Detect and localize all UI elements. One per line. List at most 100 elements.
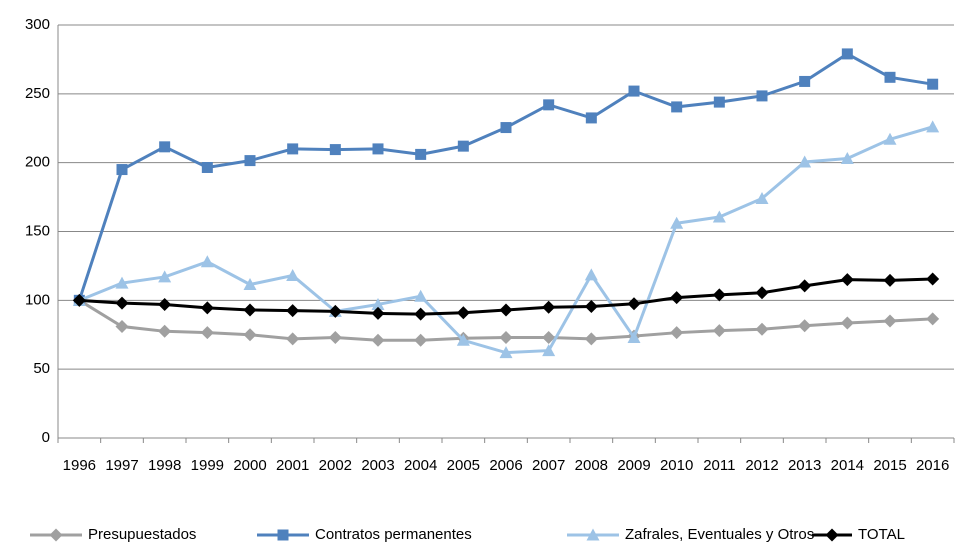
data-point: [72, 293, 86, 307]
y-tick-label: 100: [25, 291, 50, 308]
data-point: [627, 297, 641, 311]
data-point: [200, 326, 214, 340]
data-point: [286, 269, 300, 282]
x-tick-label: 2012: [745, 457, 778, 474]
data-point: [799, 75, 811, 87]
legend-marker: [49, 528, 63, 542]
data-point: [670, 216, 684, 229]
data-point: [200, 301, 214, 315]
data-point: [499, 331, 513, 345]
x-tick-label: 2010: [660, 457, 693, 474]
data-point: [500, 122, 512, 134]
data-point: [798, 279, 812, 293]
data-point: [840, 316, 854, 330]
x-tick-label: 2004: [404, 457, 437, 474]
x-tick-label: 2002: [319, 457, 352, 474]
x-tick-label: 2015: [873, 457, 906, 474]
x-tick-label: 2008: [575, 457, 608, 474]
data-point: [244, 155, 256, 167]
x-tick-label: 2003: [361, 457, 394, 474]
x-tick-label: 2001: [276, 457, 309, 474]
data-point: [798, 155, 812, 168]
data-point: [670, 326, 684, 340]
x-tick-label: 2014: [831, 457, 864, 474]
data-point: [883, 132, 897, 145]
data-point: [542, 300, 556, 314]
data-point: [329, 144, 341, 156]
data-point: [926, 120, 940, 133]
legend-marker: [586, 528, 600, 541]
legend-label: TOTAL: [858, 526, 905, 543]
data-point: [755, 322, 769, 336]
data-point: [371, 333, 385, 347]
x-tick-label: 2000: [233, 457, 266, 474]
data-point: [414, 333, 428, 347]
data-point: [542, 331, 556, 345]
x-tick-label: 2013: [788, 457, 821, 474]
data-point: [159, 141, 171, 153]
data-point: [927, 78, 939, 90]
legend-marker: [825, 528, 839, 542]
data-point: [457, 140, 469, 152]
data-point: [201, 161, 213, 173]
y-tick-label: 300: [25, 16, 50, 33]
data-point: [456, 333, 470, 346]
y-tick-label: 0: [42, 429, 50, 446]
data-point: [158, 270, 172, 283]
x-tick-label: 1998: [148, 457, 181, 474]
data-point: [756, 90, 768, 102]
data-point: [371, 297, 385, 310]
data-point: [328, 304, 342, 318]
data-point: [584, 300, 598, 314]
data-point: [116, 164, 128, 176]
data-point: [712, 210, 726, 223]
data-point: [755, 286, 769, 300]
data-point: [158, 297, 172, 311]
data-point: [243, 303, 257, 317]
data-point: [585, 112, 597, 124]
data-point: [671, 101, 683, 113]
x-tick-label: 2005: [447, 457, 480, 474]
data-point: [926, 272, 940, 286]
y-tick-label: 250: [25, 85, 50, 102]
data-point: [712, 324, 726, 338]
data-point: [840, 152, 854, 165]
data-point: [798, 319, 812, 333]
data-point: [243, 328, 257, 342]
x-tick-label: 1996: [63, 457, 96, 474]
data-point: [115, 296, 129, 310]
data-point: [884, 71, 896, 83]
legend-label: Presupuestados: [88, 526, 196, 543]
data-point: [414, 307, 428, 321]
data-point: [243, 278, 257, 291]
data-point: [628, 85, 640, 97]
data-point: [456, 306, 470, 320]
x-tick-label: 1999: [191, 457, 224, 474]
y-tick-label: 200: [25, 154, 50, 171]
data-point: [415, 148, 427, 160]
x-tick-label: 2009: [617, 457, 650, 474]
x-tick-label: 2011: [703, 457, 735, 474]
data-point: [840, 273, 854, 287]
data-point: [713, 96, 725, 108]
data-point: [115, 276, 129, 289]
y-tick-label: 50: [33, 360, 50, 377]
legend-label: Contratos permanentes: [315, 526, 472, 543]
data-point: [371, 306, 385, 320]
data-point: [670, 291, 684, 305]
legend-label: Zafrales, Eventuales y Otros: [625, 526, 814, 543]
data-point: [414, 289, 428, 302]
data-point: [200, 255, 214, 268]
data-point: [286, 304, 300, 318]
x-tick-label: 2006: [489, 457, 522, 474]
data-point: [328, 331, 342, 345]
data-point: [926, 312, 940, 326]
data-point: [158, 324, 172, 338]
data-point: [883, 314, 897, 328]
data-point: [543, 99, 555, 111]
y-tick-label: 150: [25, 222, 50, 239]
data-point: [372, 143, 384, 155]
data-point: [499, 346, 513, 359]
data-point: [627, 331, 641, 344]
